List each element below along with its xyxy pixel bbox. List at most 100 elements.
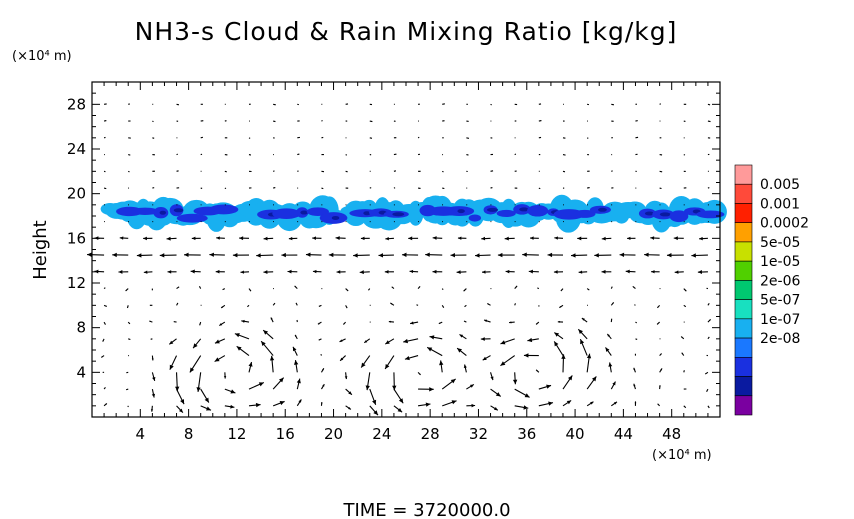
wind-vector-head bbox=[661, 154, 663, 156]
wind-vector-head bbox=[298, 153, 300, 155]
wind-vector-head bbox=[425, 402, 431, 407]
wind-vector-head bbox=[234, 333, 240, 338]
wind-vector-head bbox=[443, 187, 445, 189]
wind-vector-head bbox=[263, 270, 268, 274]
wind-vector-head bbox=[322, 188, 324, 189]
wind-vector-head bbox=[438, 322, 441, 324]
cloud-core-dense bbox=[300, 210, 308, 215]
wind-vector-head bbox=[232, 253, 238, 258]
wind-vector-head bbox=[129, 338, 131, 340]
wind-vector-head bbox=[491, 153, 494, 155]
wind-vector-head bbox=[339, 339, 343, 342]
x-tick-label: 8 bbox=[184, 425, 194, 443]
wind-vector-head bbox=[539, 188, 541, 189]
x-tick-label: 36 bbox=[517, 425, 536, 443]
wind-vector-head bbox=[322, 154, 324, 156]
wind-vector-head bbox=[464, 305, 466, 307]
wind-vector-head bbox=[659, 385, 661, 387]
wind-vector-head bbox=[419, 154, 420, 155]
wind-vector-head bbox=[467, 171, 468, 172]
wind-vector-head bbox=[540, 137, 542, 139]
wind-vector-head bbox=[685, 388, 687, 390]
wind-vector-head bbox=[566, 400, 572, 405]
cloud-core bbox=[468, 214, 482, 222]
wind-vector-head bbox=[611, 170, 613, 172]
wind-vector-head bbox=[371, 104, 372, 105]
wind-vector-head bbox=[263, 330, 269, 335]
x-tick-label: 24 bbox=[372, 425, 391, 443]
wind-vector-head bbox=[129, 137, 131, 139]
colorbar-swatch bbox=[734, 280, 753, 300]
cloud-core bbox=[306, 207, 329, 216]
colorbar-swatch bbox=[734, 183, 753, 204]
cloud-core-dense bbox=[519, 207, 529, 212]
colorbar-swatch bbox=[734, 203, 753, 223]
wind-vector-head bbox=[684, 305, 686, 307]
wind-vector-head bbox=[274, 120, 276, 122]
wind-vector-head bbox=[169, 364, 174, 370]
wind-vector-head bbox=[708, 303, 710, 305]
wind-vector-head bbox=[177, 120, 179, 122]
wind-vector-head bbox=[152, 289, 153, 291]
wind-vector-head bbox=[318, 339, 321, 341]
wind-vector-head bbox=[305, 252, 311, 257]
wind-vector-head bbox=[491, 187, 493, 189]
wind-vector-head bbox=[523, 405, 529, 410]
wind-vector-head bbox=[169, 340, 174, 345]
wind-vector-head bbox=[206, 406, 212, 411]
wind-vector-head bbox=[540, 120, 542, 122]
wind-vector-head bbox=[471, 403, 476, 408]
colorbar-swatch bbox=[734, 241, 753, 262]
wind-vector-head bbox=[512, 379, 518, 385]
wind-vector-head bbox=[348, 391, 352, 395]
wind-vector-head bbox=[209, 252, 214, 257]
wind-vector-head bbox=[298, 137, 300, 139]
wind-vector-head bbox=[320, 354, 322, 355]
wind-vector-head bbox=[491, 170, 494, 172]
wind-vector-head bbox=[87, 252, 92, 257]
wind-vector-head bbox=[288, 236, 293, 241]
wind-vector-head bbox=[625, 269, 630, 274]
cloud-core-dense bbox=[159, 210, 167, 215]
wind-vector-head bbox=[683, 370, 685, 372]
wind-vector-head bbox=[612, 302, 614, 305]
cloud-core-dense bbox=[486, 207, 499, 212]
wind-vector-head bbox=[493, 407, 498, 411]
wind-vector-head bbox=[236, 346, 242, 351]
wind-vector-head bbox=[561, 354, 566, 359]
y-tick-label: 12 bbox=[67, 274, 86, 292]
x-unit-label: (×10⁴ m) bbox=[652, 448, 712, 463]
wind-vector-head bbox=[611, 286, 613, 288]
wind-vector-head bbox=[500, 340, 506, 345]
cloud-core bbox=[272, 208, 301, 219]
wind-vector-head bbox=[657, 403, 659, 405]
wind-vector-head bbox=[278, 377, 284, 383]
cloud-core bbox=[496, 209, 516, 218]
wind-vector-head bbox=[612, 137, 613, 139]
wind-vector-head bbox=[105, 120, 107, 122]
wind-vector-head bbox=[475, 253, 480, 258]
x-tick-label: 44 bbox=[614, 425, 633, 443]
wind-vector-head bbox=[564, 137, 566, 139]
wind-vector-head bbox=[588, 187, 590, 189]
wind-vector-head bbox=[166, 236, 171, 241]
wind-vector-head bbox=[105, 103, 107, 105]
wind-vector-head bbox=[482, 270, 486, 274]
wind-vector-head bbox=[590, 401, 594, 405]
wind-vector-head bbox=[335, 236, 340, 240]
wind-vector-head bbox=[263, 236, 268, 241]
wind-vector-head bbox=[346, 103, 348, 105]
wind-vector-head bbox=[463, 289, 466, 292]
wind-vectors bbox=[87, 103, 712, 416]
wind-vector-head bbox=[650, 236, 655, 240]
wind-vector-head bbox=[547, 252, 553, 258]
wind-vector-head bbox=[709, 104, 711, 106]
wind-vector-head bbox=[651, 270, 655, 274]
wind-vector-head bbox=[322, 137, 324, 138]
wind-vector-head bbox=[697, 270, 703, 274]
wind-vector-head bbox=[340, 357, 344, 361]
wind-vector-head bbox=[225, 171, 227, 173]
wind-vector-head bbox=[196, 387, 201, 392]
wind-vector-head bbox=[273, 303, 275, 305]
y-tick-label: 20 bbox=[67, 185, 86, 203]
